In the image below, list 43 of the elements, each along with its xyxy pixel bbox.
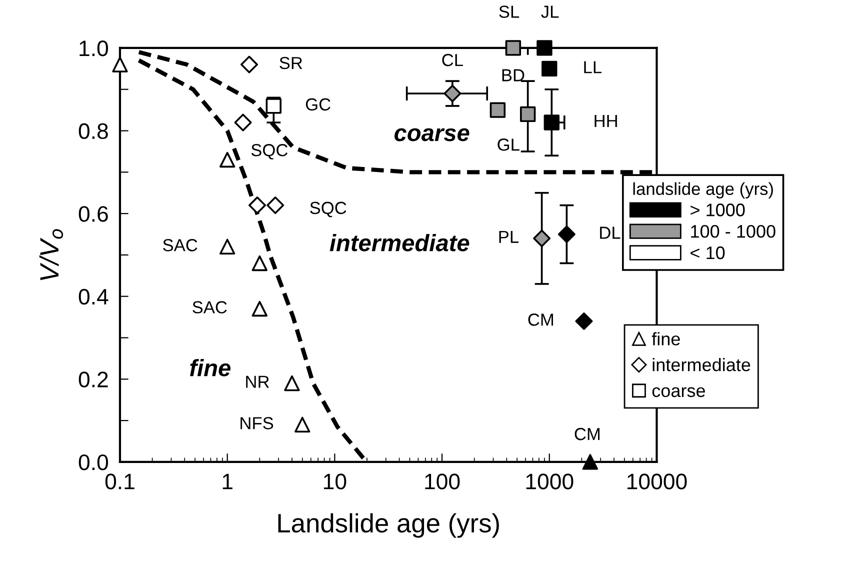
- x-tick-label: 10000: [628, 474, 687, 490]
- y-tick-label: 0.4: [78, 288, 108, 305]
- text: 100 - 1000: [691, 224, 776, 238]
- annotation: intermediate: [330, 234, 470, 252]
- annotation: HH: [594, 115, 617, 127]
- annotation: SQC: [251, 144, 288, 160]
- annotation: GC: [306, 98, 330, 111]
- legend-title: landslide age (yrs): [633, 182, 773, 198]
- text: < 10: [690, 246, 725, 260]
- y-tick-label: 0.6: [78, 206, 108, 222]
- x-tick-label: 100: [425, 474, 460, 490]
- annotation: CM: [528, 314, 553, 326]
- annotation: SL: [499, 6, 520, 18]
- text: > 1000: [690, 204, 745, 216]
- y-tick-label: 0.2: [78, 372, 108, 388]
- legend-label: coarse: [652, 387, 705, 398]
- annotation: BD: [502, 69, 524, 82]
- annotation: CL: [442, 54, 463, 66]
- y-tick-label: 1.0: [80, 40, 108, 56]
- x-tick-label: 10: [324, 474, 346, 490]
- annotation: SAC: [163, 239, 198, 252]
- x-tick-label: 1: [222, 474, 232, 490]
- annotation: fine: [190, 359, 230, 376]
- legend-label: fine: [652, 332, 680, 346]
- y-tick-label: 0.0: [78, 454, 108, 470]
- annotation: SQC: [310, 202, 346, 218]
- annotation: PL: [499, 230, 519, 243]
- x-tick-label: 1000: [526, 474, 574, 490]
- annotation: NR: [246, 376, 269, 388]
- annotation: JL: [541, 6, 559, 18]
- y-axis-title: V/V$_{o}$: [39, 229, 64, 280]
- annotation: coarse: [394, 128, 470, 142]
- annotation: CM: [574, 428, 600, 440]
- x-tick-label: 0.1: [105, 474, 134, 490]
- y-tick-label: 0.8: [78, 123, 108, 140]
- annotation: NFS: [240, 417, 274, 430]
- legend-label: intermediate: [652, 358, 750, 372]
- annotation: DL: [600, 226, 620, 239]
- annotation: SAC: [192, 301, 227, 314]
- x-axis-title: Landslide age (yrs): [278, 513, 499, 538]
- annotation: GL: [498, 138, 520, 151]
- annotation: LL: [584, 61, 602, 74]
- annotation: SR: [280, 56, 302, 70]
